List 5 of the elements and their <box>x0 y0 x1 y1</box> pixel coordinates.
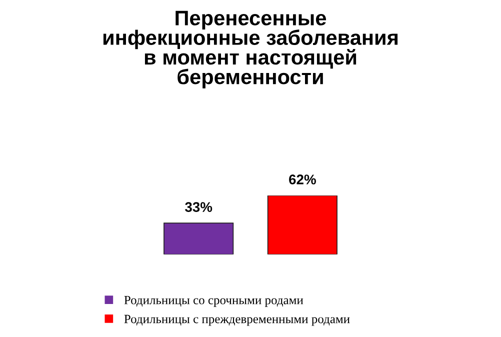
legend-label: Родильницы со срочными родами <box>124 296 304 307</box>
data-label: 33% <box>185 202 212 212</box>
legend-label: Родильницы с преждевременными родами <box>124 314 350 326</box>
chart-title: Перенесенные инфекционные заболевания в момент настоящей беременности <box>103 10 398 88</box>
data-label: 62% <box>289 174 316 184</box>
